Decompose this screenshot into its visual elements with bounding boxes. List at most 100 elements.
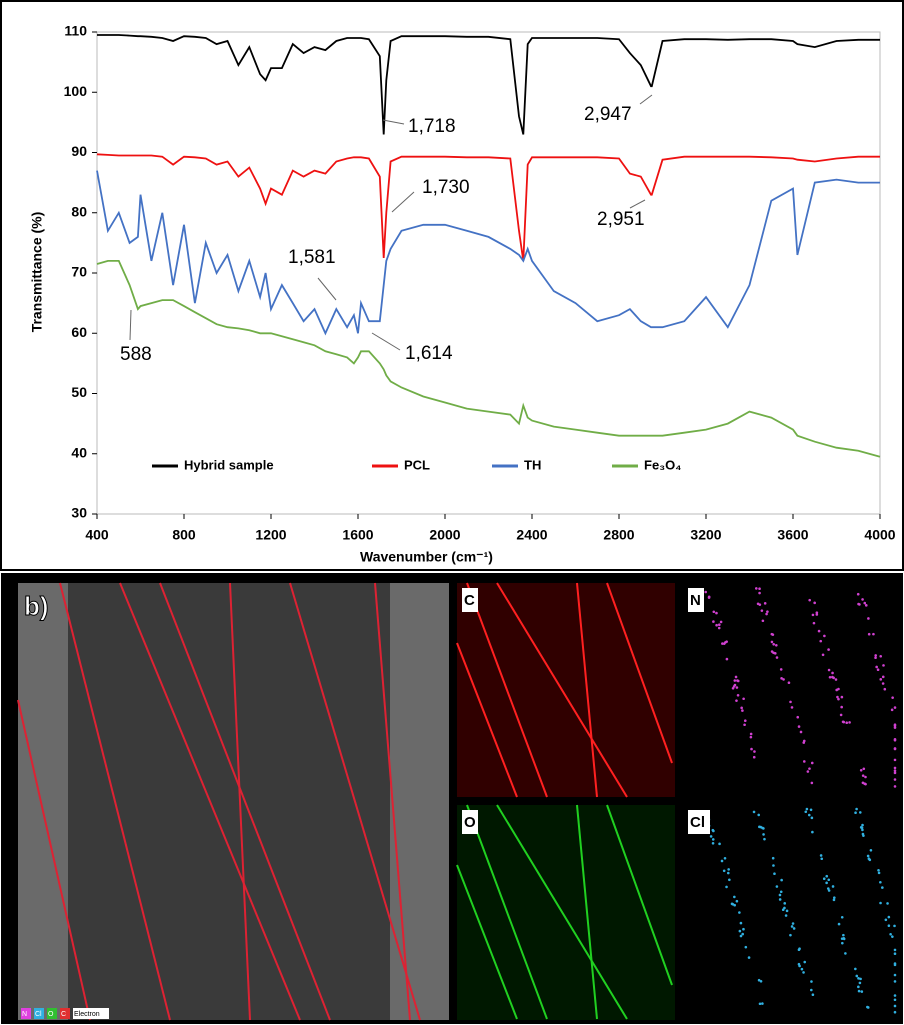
element-dot bbox=[717, 623, 721, 626]
element-dot bbox=[779, 668, 783, 671]
element-dot bbox=[827, 668, 831, 672]
y-tick-label: 80 bbox=[71, 203, 87, 219]
fiber bbox=[606, 804, 673, 986]
element-dot bbox=[749, 732, 753, 736]
element-dot bbox=[815, 611, 819, 614]
cl-map bbox=[683, 805, 899, 1020]
annotation-leader bbox=[317, 277, 337, 301]
element-dot bbox=[844, 952, 847, 955]
element-dot bbox=[827, 889, 831, 892]
element-dot bbox=[864, 604, 868, 607]
element-dot bbox=[750, 747, 753, 751]
element-dot bbox=[715, 611, 718, 615]
legend-chip bbox=[21, 1008, 31, 1019]
element-dot bbox=[889, 932, 892, 936]
element-dot bbox=[874, 656, 877, 660]
fiber bbox=[229, 582, 251, 1021]
x-tick-label: 800 bbox=[172, 527, 196, 543]
element-dot bbox=[798, 964, 801, 968]
element-dot bbox=[712, 610, 716, 614]
element-dot bbox=[736, 693, 740, 697]
element-dot bbox=[802, 971, 805, 974]
element-dot bbox=[826, 887, 830, 890]
element-dot bbox=[893, 998, 897, 1002]
element-dot bbox=[805, 807, 809, 811]
element-dot bbox=[790, 925, 794, 928]
element-dot bbox=[802, 760, 806, 763]
element-dot bbox=[780, 878, 783, 882]
element-dot bbox=[719, 620, 723, 624]
element-dot bbox=[893, 952, 897, 956]
annotation: 1,730 bbox=[422, 177, 470, 198]
element-dot bbox=[840, 915, 844, 919]
element-dot bbox=[810, 980, 813, 983]
annotation: 1,581 bbox=[288, 247, 336, 268]
element-dot bbox=[886, 902, 889, 905]
element-dot bbox=[881, 675, 885, 679]
element-dot bbox=[893, 980, 897, 983]
fiber bbox=[496, 804, 628, 1020]
element-dot bbox=[758, 1002, 762, 1006]
fiber bbox=[466, 582, 548, 798]
element-dot bbox=[825, 881, 828, 885]
element-dot bbox=[827, 878, 831, 882]
annotation-leader bbox=[129, 309, 132, 341]
element-dot bbox=[831, 885, 835, 888]
element-dot bbox=[825, 874, 829, 878]
element-dot bbox=[775, 656, 779, 659]
fiber bbox=[59, 582, 171, 1021]
element-dot bbox=[866, 1006, 870, 1009]
element-dot bbox=[733, 903, 736, 907]
element-dot bbox=[837, 697, 840, 701]
element-dot bbox=[893, 1004, 897, 1008]
image-edge bbox=[18, 583, 68, 1020]
x-tick-label: 1200 bbox=[255, 527, 286, 543]
element-dot bbox=[741, 709, 744, 712]
map-label-box bbox=[688, 810, 710, 834]
element-dot bbox=[723, 856, 727, 860]
element-dot bbox=[742, 697, 745, 701]
y-axis-label: Transmittance (%) bbox=[29, 212, 45, 333]
element-dot bbox=[725, 640, 728, 643]
fiber bbox=[456, 864, 518, 1020]
element-dot bbox=[736, 679, 740, 683]
element-dot bbox=[857, 985, 860, 989]
element-dot bbox=[765, 612, 768, 616]
legend-chip bbox=[47, 1008, 57, 1019]
element-dot bbox=[780, 677, 783, 680]
element-dot bbox=[822, 877, 826, 880]
element-dot bbox=[840, 937, 844, 940]
element-dot bbox=[810, 816, 814, 820]
map-label-box bbox=[462, 588, 478, 612]
x-tick-label: 1600 bbox=[342, 527, 373, 543]
element-dot bbox=[893, 738, 897, 742]
element-dot bbox=[759, 979, 763, 983]
element-dot bbox=[893, 706, 897, 709]
element-dot bbox=[864, 782, 867, 786]
element-dot bbox=[739, 934, 743, 938]
element-dot bbox=[778, 898, 782, 901]
element-dot bbox=[855, 807, 858, 811]
element-dot bbox=[763, 837, 766, 841]
y-tick-label: 110 bbox=[64, 23, 87, 39]
element-dot bbox=[772, 643, 775, 646]
element-dot bbox=[858, 981, 862, 985]
element-dot bbox=[800, 967, 804, 971]
element-dot bbox=[804, 810, 808, 814]
legend-label: Hybrid sample bbox=[184, 457, 274, 472]
element-dot bbox=[741, 932, 744, 936]
element-dot bbox=[762, 827, 765, 830]
element-dot bbox=[881, 886, 884, 889]
element-dot bbox=[877, 871, 881, 875]
element-dot bbox=[770, 632, 774, 636]
y-tick-label: 100 bbox=[64, 83, 88, 99]
element-dot bbox=[785, 909, 789, 913]
element-dot bbox=[738, 929, 742, 933]
element-dot bbox=[811, 613, 815, 617]
element-dot bbox=[797, 948, 801, 952]
fiber bbox=[606, 582, 673, 764]
element-dot bbox=[739, 921, 743, 925]
element-dot bbox=[779, 890, 783, 894]
element-dot bbox=[752, 810, 756, 814]
